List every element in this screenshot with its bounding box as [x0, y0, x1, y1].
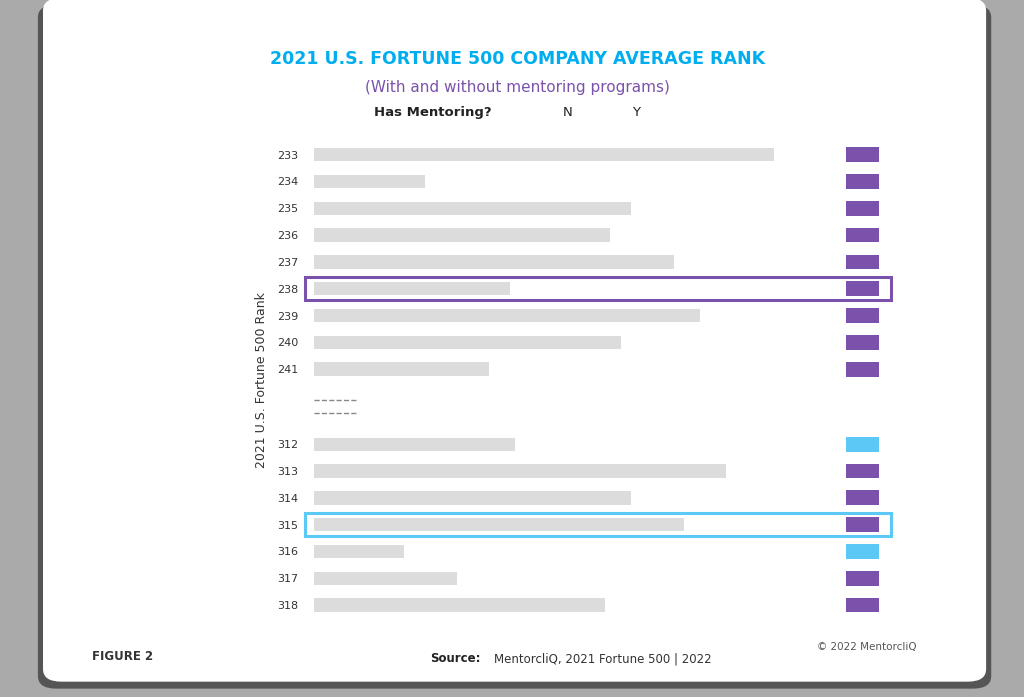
Bar — [314, 491, 631, 505]
Bar — [314, 598, 605, 612]
Bar — [846, 147, 879, 162]
Bar — [314, 201, 631, 215]
Bar — [846, 464, 879, 478]
Bar — [846, 254, 879, 269]
Bar — [846, 517, 879, 532]
Bar — [314, 255, 674, 268]
Bar — [846, 571, 879, 585]
Bar — [846, 362, 879, 376]
Bar — [314, 148, 774, 162]
FancyBboxPatch shape — [38, 5, 991, 689]
Bar — [314, 464, 726, 477]
FancyBboxPatch shape — [43, 0, 986, 682]
Bar — [846, 335, 879, 350]
Bar — [314, 229, 610, 242]
Text: (With and without mentoring programs): (With and without mentoring programs) — [365, 79, 670, 95]
Text: 2021 U.S. FORTUNE 500 COMPANY AVERAGE RANK: 2021 U.S. FORTUNE 500 COMPANY AVERAGE RA… — [269, 50, 765, 68]
Bar — [314, 572, 457, 585]
Bar — [846, 544, 879, 559]
Bar — [846, 308, 879, 323]
Text: Source:: Source: — [430, 652, 480, 665]
Text: N: N — [563, 107, 573, 119]
Bar — [846, 437, 879, 452]
Bar — [846, 201, 879, 215]
Bar — [314, 175, 425, 188]
Text: © 2022 MentorcliQ: © 2022 MentorcliQ — [817, 642, 916, 652]
Bar — [314, 362, 488, 376]
Text: Y: Y — [632, 107, 640, 119]
Bar — [846, 597, 879, 613]
Bar — [846, 228, 879, 243]
Bar — [846, 174, 879, 189]
Bar — [314, 309, 700, 322]
Y-axis label: 2021 U.S. Fortune 500 Rank: 2021 U.S. Fortune 500 Rank — [255, 292, 268, 468]
Bar — [314, 438, 515, 451]
Text: FIGURE 2: FIGURE 2 — [92, 650, 154, 663]
Bar — [846, 491, 879, 505]
Bar — [314, 518, 684, 531]
Bar — [846, 282, 879, 296]
Bar — [314, 282, 510, 296]
Bar — [314, 545, 403, 558]
Text: Has Mentoring?: Has Mentoring? — [374, 107, 492, 119]
Bar — [314, 336, 621, 349]
Text: MentorcliQ, 2021 Fortune 500 | 2022: MentorcliQ, 2021 Fortune 500 | 2022 — [494, 652, 712, 665]
